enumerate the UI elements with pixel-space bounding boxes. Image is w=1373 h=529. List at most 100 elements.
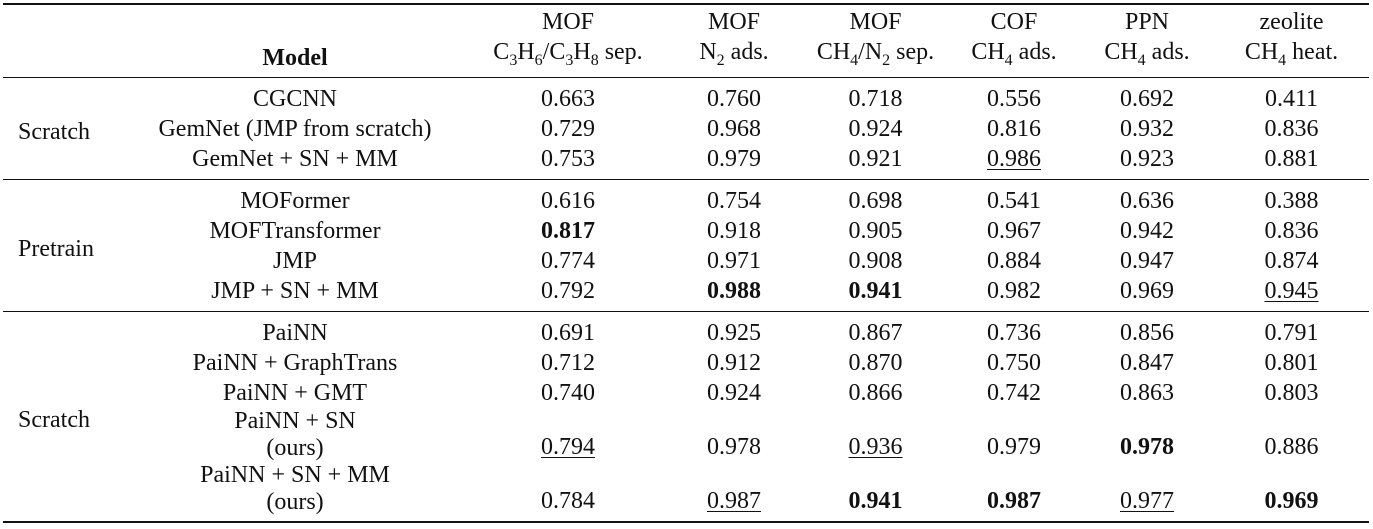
cell: 0.988 [665,276,803,312]
cell: 0.978 [707,434,761,460]
cell: 0.836 [1264,218,1319,244]
cell: 0.794 [471,408,665,462]
cell: 0.736 [987,320,1041,346]
model-name: PaiNN + GMT [222,380,368,406]
cell: 0.411 [1264,86,1319,112]
table-row: PaiNN + SN + MM (ours) 0.784 0.987 0.941… [3,462,1369,522]
cell: 0.969 [1120,278,1174,304]
cell: 0.817 [471,216,665,246]
group-label: Scratch [18,406,90,433]
cell: 0.712 [541,350,595,376]
second-best-value: 0.977 [1120,488,1174,514]
best-value: 0.941 [848,278,903,304]
cell: 0.754 [707,188,761,214]
table-row: JMP + SN + MM 0.792 0.988 0.941 0.982 0.… [3,276,1369,312]
model-name: JMP [272,248,318,274]
cell: 0.881 [1264,146,1319,172]
cell: 0.908 [848,248,903,274]
cell: 0.760 [707,86,761,112]
cell: 0.945 [1214,276,1369,312]
second-best-value: 0.945 [1264,278,1319,304]
second-best-value: 0.987 [707,488,761,514]
cell: 0.616 [541,188,595,214]
cell: 0.874 [1264,248,1319,274]
cell: 0.987 [948,462,1080,522]
table-row: Pretrain MOFormer 0.616 0.754 0.698 0.54… [3,180,1369,262]
cell: 0.979 [707,146,761,172]
cell: 0.971 [707,248,761,274]
model-name: CGCNN [252,86,337,112]
cell: 0.982 [987,278,1041,304]
cell: 0.918 [707,218,761,244]
cell: 0.924 [707,380,761,406]
cell: 0.791 [1264,320,1319,346]
cell: 0.742 [987,380,1041,406]
cell: 0.636 [1120,188,1174,214]
model-name: PaiNN + SN + MM (ours) [119,462,471,522]
cell: 0.836 [1264,116,1319,142]
cell: 0.847 [1120,350,1174,376]
cell: 0.867 [848,320,903,346]
cell: 0.968 [707,116,761,142]
cell: 0.863 [1120,380,1174,406]
cell: 0.923 [1120,146,1174,172]
table-row: GemNet (JMP from scratch) 0.729 0.968 0.… [3,114,1369,144]
table-row: PaiNN + SN (ours) 0.794 0.978 0.936 0.97… [3,408,1369,462]
cell: 0.884 [987,248,1041,274]
cell: 0.792 [541,278,595,304]
table-row: PaiNN + GMT 0.740 0.924 0.866 0.742 0.86… [3,378,1369,408]
best-value: 0.941 [848,488,903,514]
cell: 0.663 [541,86,595,112]
header-model: Model [119,4,471,78]
cell: 0.912 [707,350,761,376]
cell: 0.692 [1120,86,1174,112]
best-value: 0.988 [707,278,761,304]
header-row: Model MOF C3H6/C3H8 sep. MOF N2 ads. MOF CH… [3,4,1369,78]
cell: 0.986 [948,144,1080,180]
second-best-value: 0.794 [541,434,595,460]
model-name: JMP + SN + MM [211,278,379,304]
cell: 0.541 [987,188,1041,214]
best-value: 0.978 [1120,434,1174,460]
model-name-line-1: PaiNN + SN [234,408,356,434]
cell: 0.979 [987,434,1041,460]
cell: 0.924 [848,116,903,142]
cell: 0.969 [1214,462,1369,522]
cell: 0.856 [1120,320,1174,346]
best-value: 0.817 [541,218,595,244]
table-row: Scratch PaiNN 0.691 0.925 0.867 0.736 0.… [3,312,1369,433]
results-table: Model MOF C3H6/C3H8 sep. MOF N2 ads. MOF CH… [3,3,1369,523]
group-pretrain: Pretrain MOFormer 0.616 0.754 0.698 0.54… [3,180,1369,312]
group-scratch-1: Scratch CGCNN 0.663 0.760 0.718 0.556 0.… [3,78,1369,180]
cell: 0.774 [541,248,595,274]
model-name-line-1: PaiNN + SN + MM [200,462,390,488]
cell: 0.816 [987,116,1041,142]
table-row: JMP 0.774 0.971 0.908 0.884 0.947 0.874 [3,246,1369,276]
cell: 0.947 [1120,248,1174,274]
cell: 0.740 [541,380,595,406]
cell: 0.941 [803,462,948,522]
cell: 0.977 [1080,462,1214,522]
second-best-value: 0.986 [987,146,1041,172]
cell: 0.750 [987,350,1041,376]
cell: 0.388 [1264,188,1319,214]
cell: 0.870 [848,350,903,376]
cell: 0.698 [848,188,903,214]
cell: 0.801 [1264,350,1319,376]
header-empty [3,4,119,78]
model-name: MOFTransformer [209,218,381,244]
model-name: PaiNN + SN (ours) [119,408,471,462]
cell: 0.941 [803,276,948,312]
group-scratch-2: Scratch PaiNN 0.691 0.925 0.867 0.736 0.… [3,312,1369,522]
cell: 0.718 [848,86,903,112]
header-col-3: MOF CH4/N2 sep. [803,4,948,78]
cell: 0.905 [848,218,903,244]
cell: 0.921 [848,146,903,172]
cell: 0.803 [1264,380,1319,406]
model-name: GemNet (JMP from scratch) [158,116,432,142]
cell: 0.784 [541,488,595,514]
cell: 0.936 [803,408,948,462]
second-best-value: 0.936 [848,434,903,460]
cell: 0.925 [707,320,761,346]
model-name: GemNet + SN + MM [192,146,398,172]
